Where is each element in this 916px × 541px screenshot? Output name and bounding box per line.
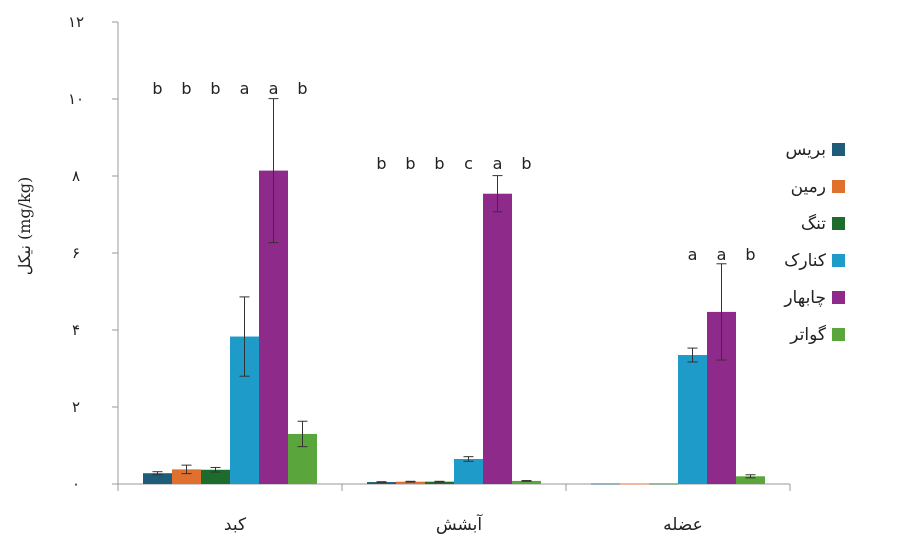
bar (736, 476, 765, 484)
legend-swatch (832, 217, 845, 230)
error-bar (152, 471, 163, 476)
bar (367, 482, 396, 484)
significance-letter: a (240, 79, 250, 98)
legend-label: چابهار (783, 288, 826, 308)
error-bar (716, 263, 727, 361)
y-tick-label: ۱۲ (68, 13, 84, 31)
legend-swatch (832, 254, 845, 267)
significance-letter: b (210, 79, 220, 98)
legend-label: بریس (785, 140, 826, 160)
legend-label: تنگ (801, 213, 826, 234)
significance-letter: c (464, 154, 473, 173)
legend-swatch (832, 143, 845, 156)
error-bars (152, 98, 756, 483)
legend-swatch (832, 180, 845, 193)
x-category-label: آبشش (436, 513, 484, 535)
legend-label: رمین (791, 177, 826, 197)
significance-letter: a (493, 154, 503, 173)
significance-letter: b (181, 79, 191, 98)
bar (425, 481, 454, 484)
bar (591, 483, 620, 485)
significance-letter: b (434, 154, 444, 173)
significance-letter: a (717, 245, 727, 264)
legend: بریس رمین تنگ کنارک چابهار گواتر (783, 140, 845, 345)
legend-label: کنارک (784, 251, 827, 271)
y-tick-label: ۲ (72, 398, 80, 416)
x-axis-categories: کبد آبشش عضله (224, 513, 703, 535)
legend-swatch (832, 291, 845, 304)
significance-letter: b (745, 245, 755, 264)
error-bar (687, 347, 698, 363)
bar (396, 481, 425, 484)
bar (172, 469, 201, 484)
bar (512, 480, 541, 484)
bar (678, 355, 707, 484)
significance-letter: b (297, 79, 307, 98)
significance-letters: b b b a a bb b b c a ba a b (152, 79, 755, 264)
error-bar (521, 480, 532, 482)
y-tick-label: ۱۰ (68, 90, 84, 108)
significance-letter: a (688, 245, 698, 264)
y-tick-label: ۶ (72, 244, 80, 262)
legend-label: گواتر (789, 324, 827, 345)
significance-letter: b (152, 79, 162, 98)
bar (649, 483, 678, 485)
bar-series (143, 170, 765, 485)
error-bar (376, 481, 387, 483)
legend-swatch (832, 328, 845, 341)
error-bar (239, 296, 250, 377)
y-tick-label: ۰ (72, 475, 80, 493)
bar (454, 458, 483, 484)
bar (620, 483, 649, 485)
y-axis-ticks: ۰ ۲ ۴ ۶ ۸ ۱۰ ۱۲ (68, 13, 118, 493)
y-tick-label: ۴ (72, 321, 80, 339)
bar (143, 473, 172, 484)
error-bar (405, 480, 416, 483)
x-category-label: عضله (663, 515, 703, 535)
significance-letter: b (376, 154, 386, 173)
significance-letter: b (521, 154, 531, 173)
error-bar (463, 456, 474, 462)
significance-letter: b (405, 154, 415, 173)
error-bar (745, 474, 756, 479)
bar (201, 469, 230, 484)
y-axis-label: نیکل (mg/kg) (15, 177, 34, 276)
x-category-label: کبد (224, 515, 247, 535)
error-bar (492, 175, 503, 213)
error-bar (210, 466, 221, 473)
error-bar (297, 420, 308, 448)
error-bar (268, 98, 279, 244)
error-bar (434, 480, 445, 483)
bar (483, 193, 512, 484)
y-tick-label: ۸ (72, 167, 80, 185)
error-bar (181, 464, 192, 475)
significance-letter: a (269, 79, 279, 98)
